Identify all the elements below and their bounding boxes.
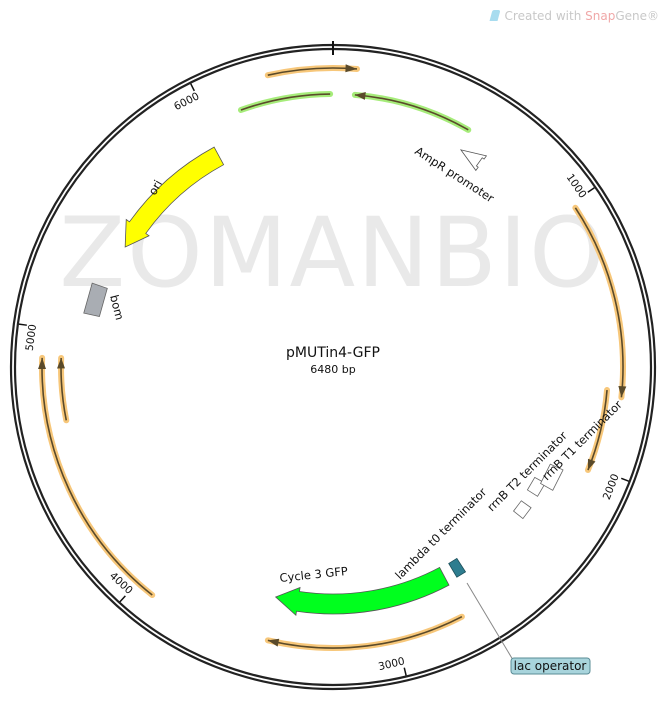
plasmid-name: pMUTin4-GFP (286, 345, 380, 361)
orf-right-outer-arrowhead (618, 385, 627, 398)
credit-brand: Snap (585, 9, 616, 23)
green-arc-left (240, 93, 331, 111)
green-arc-left-halo (237, 91, 334, 113)
bom-box (83, 282, 108, 317)
rrnb-t1-terminator-box (540, 463, 564, 491)
lac-operator-leader (466, 582, 514, 661)
tick-5000 (18, 323, 27, 326)
orf-bottom-halo (264, 613, 465, 651)
orf-top-arrowhead (345, 64, 357, 73)
orf-left-outer (41, 357, 153, 596)
plasmid-length: 6480 bp (310, 363, 355, 376)
orf-left-outer-halo (39, 354, 156, 599)
snapgene-credit: Created with SnapGene® (489, 9, 659, 23)
orf-right-outer (574, 207, 624, 398)
label-lac-operator[interactable]: lac operator (514, 659, 587, 673)
tick-label-6000: 6000 (172, 90, 201, 113)
credit-text: Created with (504, 9, 586, 23)
orf-bottom-arrowhead (267, 638, 280, 647)
credit-suffix: Gene® (615, 9, 659, 23)
green-arc-right-halo (351, 91, 472, 133)
green-arc-right (354, 94, 469, 131)
ori-arrow (124, 146, 225, 248)
orf-left-outer-arrowhead (38, 357, 47, 370)
lac-operator-box (448, 557, 467, 578)
green-arc-right-arrowhead (354, 91, 366, 100)
label-ori[interactable]: ori (145, 178, 165, 198)
tick-3000 (403, 667, 407, 676)
lambda-t0-terminator-box (512, 500, 532, 520)
tick-1000 (587, 187, 595, 193)
orf-right-inner-arrowhead (587, 458, 596, 471)
tick-4000 (119, 595, 126, 603)
tick-label-2000: 2000 (601, 472, 622, 501)
orf-left-inner-arrowhead (57, 357, 66, 369)
lac-operator-label-box[interactable] (510, 657, 591, 675)
tick-label-5000: 5000 (24, 323, 40, 351)
label-gfp[interactable]: Cycle 3 GFP (279, 564, 349, 585)
ampr-promoter-arrow (459, 149, 488, 172)
label-bom[interactable]: bom (107, 293, 127, 321)
tick-6000 (190, 83, 195, 92)
tick-2000 (620, 477, 629, 482)
label-lambda-t0[interactable]: lambda t0 terminator (392, 485, 489, 582)
tick-label-3000: 3000 (377, 655, 406, 673)
features (38, 64, 627, 651)
gfp-arrow (274, 566, 450, 617)
orf-bottom (267, 615, 463, 649)
